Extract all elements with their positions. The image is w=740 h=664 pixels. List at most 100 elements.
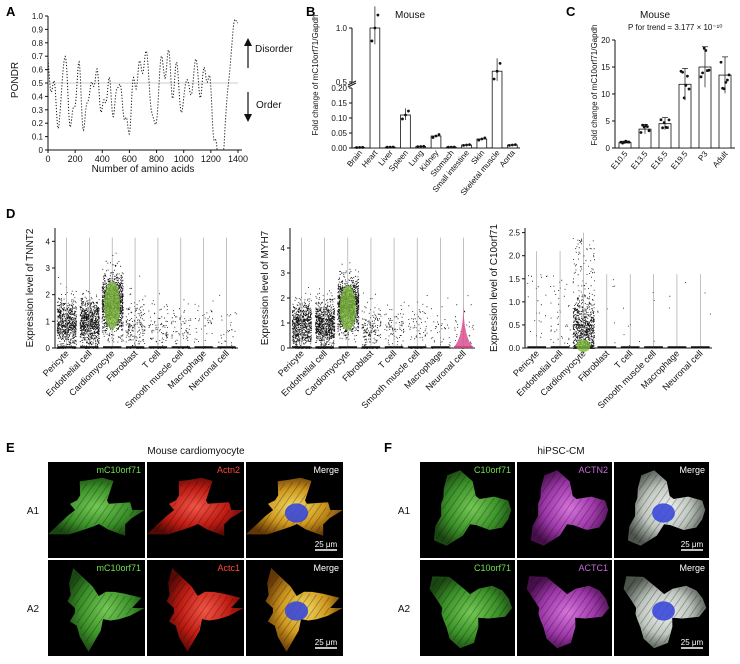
channel-label: C10orf71 [474,563,511,573]
hipsc-cm-title: hiPSC-CM [537,446,584,457]
pondr-x-tick-label: 1200 [201,154,221,164]
nucleus [652,503,675,523]
development-point [684,83,688,87]
violin-dots [527,274,548,348]
tissue-point [416,145,420,149]
development-point [647,129,651,133]
tissue-point [391,145,395,149]
development-point [727,73,731,77]
violin-ylabel: Expression level of TNNT2 [25,228,36,347]
violin-ylabel: Expression level of C10orf71 [489,224,500,352]
tissue-point [468,143,471,147]
tissue-point [513,143,517,147]
mouse-cardiomyocyte-title: Mouse cardiomyocyte [147,446,245,457]
tissue-point [507,143,511,147]
development-point [662,121,666,124]
micrograph-A2-Merge: 25 μm Merge [246,560,343,656]
pondr-x-tick-label: 400 [95,154,110,164]
violin-dots [291,287,313,349]
pondr-x-tick-label: 200 [68,154,83,164]
violin-dots [704,292,711,315]
order-label: Order [256,100,282,111]
channel-label: ACTN2 [578,465,608,475]
pondr-x-tick-label: 1400 [228,154,248,164]
development-point [681,70,684,74]
violin-y-tick-label: 3 [46,264,51,273]
development-point [722,87,726,91]
development-chart-title: Mouse [640,10,670,21]
tissue-point [407,109,410,113]
development-category-label: E16.5 [649,149,670,171]
panel-label-b: B [306,4,315,19]
channel-label: Merge [679,563,705,573]
micrograph-A1-ACTN2: ACTN2 [517,462,612,558]
channel-label: ACTC1 [578,563,608,573]
tissue-y-tick-label: 1.0 [336,24,348,33]
violin-y-tick-label: 4 [46,237,51,246]
development-point [667,118,671,122]
violin-y-tick-label: 0.0 [509,344,521,353]
pondr-y-tick-label: 0.6 [32,66,44,75]
violin-dots [56,277,77,349]
tissue-point [388,145,392,149]
cell-texture [169,572,239,648]
micrograph-A2-C10orf71: C10orf71 [420,560,515,656]
development-point [707,68,711,72]
development-category-label: Adult [711,149,730,169]
development-point [699,75,703,79]
cell-texture [52,481,140,534]
violin-dots [668,282,687,309]
tissue-point [434,134,438,138]
micrograph-A2-mC10orf71: mC10orf71 [48,560,145,656]
violin-dots [218,294,237,349]
pondr-xlabel: Number of amino acids [92,164,195,175]
tissue-point [510,143,514,147]
tissue-point [355,146,359,149]
development-point [626,140,629,144]
tissue-point [422,144,426,148]
micrograph-A1-Merge: 25 μm Merge [614,462,709,558]
tissue-point [462,143,465,147]
pondr-y-tick-label: 0.4 [32,92,44,101]
development-chart-ylabel: Fold change of mC10orf71/Gapdh [590,25,599,146]
development-point [702,47,706,50]
development-point [622,140,626,144]
micrograph-A1-Actn2: Actn2 [147,462,244,558]
scale-bar-label: 25 μm [681,638,704,647]
violin-dots [572,238,596,349]
violin-dots [408,295,428,349]
row-label: A2 [398,604,411,615]
pondr-y-tick-label: 0.2 [32,119,44,128]
tissue-y-tick-label: 0.5 [336,78,348,87]
channel-label: Actc1 [217,563,240,573]
pondr-y-tick-label: 0.8 [32,39,44,48]
cell-texture [151,481,239,534]
tissue-y-tick-label: 0.20 [331,84,347,93]
pondr-x-tick-label: 1000 [174,154,194,164]
development-y-tick-label: 20 [601,36,610,45]
violin-dots [454,295,474,349]
violin-ylabel: Expression level of MYH7 [260,230,271,345]
tissue-bar [491,70,503,149]
development-y-tick-label: 15 [601,63,610,72]
development-point [641,123,644,127]
scale-bar-label: 25 μm [315,540,338,549]
tissue-point [465,143,468,147]
violin-y-tick-label: 1.5 [509,275,521,284]
tissue-category-label: Heart [360,148,380,169]
development-point [639,131,643,134]
cell-texture [70,572,140,648]
tissue-point [452,145,456,149]
violin-y-tick-label: 2.5 [509,229,521,238]
micrograph-A2-Merge: 25 μm Merge [614,560,709,656]
nucleus [284,601,309,621]
channel-label: Merge [313,563,339,573]
violin-dots [384,301,405,349]
tissue-axis-break [347,82,357,88]
development-category-label: E10.5 [609,149,630,171]
violin-shape-neuronal [453,303,474,348]
pondr-x-tick-label: 600 [122,154,137,164]
violin-y-tick-label: 1 [46,317,51,326]
